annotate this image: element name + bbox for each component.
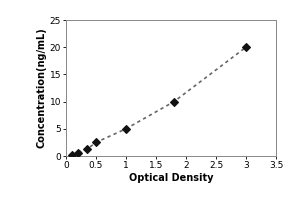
- X-axis label: Optical Density: Optical Density: [129, 173, 213, 183]
- Y-axis label: Concentration(ng/mL): Concentration(ng/mL): [37, 28, 47, 148]
